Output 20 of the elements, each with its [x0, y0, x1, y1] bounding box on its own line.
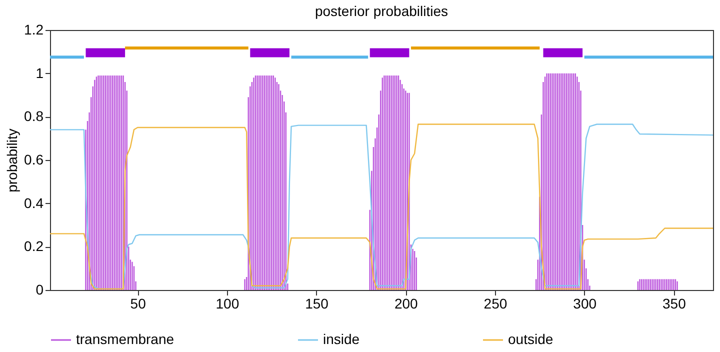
- legend-label: outside: [508, 331, 554, 347]
- chart-title: posterior probabilities: [314, 3, 448, 19]
- legend-label: transmembrane: [76, 331, 174, 347]
- legend-label: inside: [323, 331, 360, 347]
- x-tick-label: 150: [305, 296, 329, 312]
- x-tick-label: 50: [130, 296, 146, 312]
- x-tick-label: 300: [573, 296, 597, 312]
- x-tick-label: 100: [216, 296, 240, 312]
- y-tick-label: 1.2: [24, 22, 44, 38]
- x-tick-label: 200: [394, 296, 418, 312]
- y-tick-label: 0.4: [24, 194, 44, 211]
- y-tick-label: 1: [36, 64, 44, 81]
- x-tick-label: 250: [484, 296, 508, 312]
- y-tick-label: 0.8: [24, 108, 44, 124]
- y-tick-label: 0.2: [24, 238, 44, 254]
- y-tick-label: 0.6: [24, 152, 44, 168]
- line-series: [49, 124, 714, 290]
- y-axis-title: probability: [4, 128, 20, 192]
- x-tick-label: 350: [662, 296, 686, 312]
- y-tick-label: 0: [36, 282, 44, 298]
